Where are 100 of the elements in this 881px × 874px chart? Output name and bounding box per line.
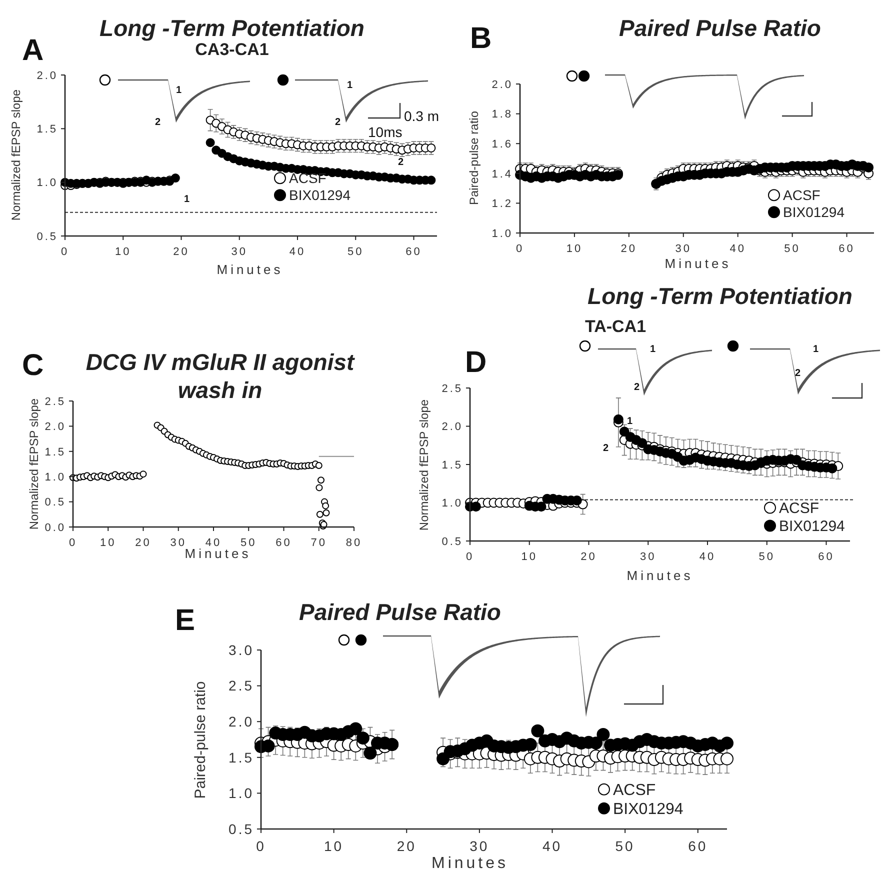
- annotation: 1: [347, 80, 353, 91]
- x-axis-title: Minutes: [664, 256, 732, 271]
- y-axis-title: Normalized fEPSP slope: [9, 89, 23, 221]
- x-axis-title: Minutes: [431, 855, 509, 872]
- y-tick-label: 2.0: [492, 78, 513, 91]
- y-tick-label: 0.5: [36, 230, 58, 243]
- annotation: 1: [176, 85, 182, 96]
- x-axis-title: Minutes: [184, 546, 252, 561]
- chart-title: Long -Term Potentiation: [588, 283, 852, 309]
- x-tick-label: 60: [818, 551, 834, 563]
- x-tick-label: 50: [615, 838, 635, 854]
- x-tick-label: 20: [580, 551, 597, 563]
- legend-label: BIX01294: [779, 518, 845, 535]
- y-tick-label: 1.0: [442, 498, 463, 510]
- chart-title: Paired Pulse Ratio: [299, 599, 501, 625]
- point: [613, 414, 624, 424]
- y-tick-label: 1.8: [492, 108, 513, 121]
- x-tick-label: 50: [784, 243, 800, 255]
- x-tick-label: 30: [231, 246, 248, 258]
- y-tick-label: 1.5: [36, 124, 58, 136]
- x-tick-label: 50: [240, 537, 257, 549]
- point: [596, 728, 610, 741]
- y-tick-label: 1.5: [442, 459, 463, 472]
- x-tick-label: 20: [173, 246, 190, 258]
- annotation: 1: [184, 194, 190, 205]
- legend-label: BIX01294: [289, 187, 351, 203]
- text: A: [22, 34, 44, 67]
- x-tick-label: 40: [699, 551, 716, 563]
- legend-label: ACSF: [289, 170, 326, 186]
- annotation: 10ms: [368, 124, 402, 140]
- point: [206, 138, 215, 148]
- y-tick-label: 1.6: [492, 138, 513, 150]
- y-tick-label: 1.5: [228, 749, 254, 766]
- x-tick-label: 80: [346, 537, 362, 549]
- y-tick-label: 2.5: [44, 396, 66, 408]
- point: [720, 736, 734, 750]
- x-tick-label: 0: [516, 243, 524, 255]
- y-tick-label: 3.0: [228, 642, 254, 658]
- x-tick-label: 0: [68, 537, 78, 549]
- y-tick-label: 1.0: [36, 177, 58, 190]
- x-tick-label: 40: [730, 243, 746, 255]
- y-tick-label: 0.5: [44, 496, 66, 509]
- y-tick-label: 1.5: [44, 446, 66, 458]
- point: [426, 143, 436, 152]
- y-tick-label: 1.2: [492, 198, 513, 210]
- x-tick-label: 30: [675, 243, 692, 255]
- annotation: 0.3 m: [404, 108, 440, 124]
- x-tick-label: 10: [324, 838, 344, 854]
- legend-label: ACSF: [783, 187, 820, 203]
- legend-label: BIX01294: [613, 801, 684, 818]
- text: 1: [813, 344, 819, 355]
- x-axis-title: Minutes: [216, 262, 284, 277]
- point: [720, 752, 734, 766]
- y-tick-label: 1.4: [492, 168, 513, 180]
- text: 1: [650, 344, 656, 355]
- y-axis-title: Normalized fEPSP slope: [27, 398, 41, 530]
- point: [170, 174, 180, 183]
- y-tick-label: 2.0: [36, 70, 58, 82]
- text: E: [175, 604, 196, 637]
- y-tick-label: 0.5: [442, 536, 463, 548]
- x-tick-label: 0: [466, 551, 474, 563]
- x-axis-title: Minutes: [626, 568, 694, 583]
- annotation: 2: [634, 382, 640, 393]
- text: D: [465, 346, 487, 379]
- x-tick-label: 60: [688, 838, 708, 854]
- x-tick-label: 30: [640, 551, 656, 563]
- x-tick-label: 60: [406, 246, 422, 258]
- x-tick-label: 0: [60, 246, 70, 258]
- point: [364, 746, 377, 760]
- y-tick-label: 2.0: [44, 421, 66, 434]
- x-tick-label: 60: [838, 243, 855, 255]
- x-tick-label: 40: [289, 246, 306, 258]
- y-axis-title: Paired-pulse ratio: [192, 681, 209, 799]
- x-tick-label: 70: [310, 537, 327, 549]
- legend-label: BIX01294: [783, 204, 845, 220]
- y-tick-label: 0.0: [44, 522, 66, 534]
- chart-title: Paired Pulse Ratio: [619, 15, 821, 41]
- x-tick-label: 20: [135, 537, 152, 549]
- point: [619, 426, 630, 437]
- x-tick-label: 0: [256, 838, 266, 854]
- chart-title: Long -Term Potentiation: [100, 15, 364, 41]
- x-tick-label: 50: [348, 246, 364, 258]
- y-tick-label: 2.0: [228, 714, 254, 730]
- y-tick-label: 2.5: [442, 382, 463, 395]
- point: [864, 162, 874, 172]
- y-tick-label: 1.0: [44, 471, 66, 484]
- y-tick-label: 0.5: [228, 820, 254, 837]
- x-tick-label: 10: [100, 537, 116, 549]
- text: B: [470, 22, 492, 55]
- x-tick-label: 30: [170, 537, 186, 549]
- annotation: 2: [398, 157, 404, 168]
- annotation: 2: [155, 117, 161, 128]
- x-tick-label: 40: [542, 838, 562, 854]
- point: [356, 732, 370, 745]
- text: C: [22, 349, 44, 382]
- x-tick-label: 40: [205, 537, 222, 549]
- legend-label: ACSF: [779, 500, 820, 517]
- x-tick-label: 10: [566, 243, 583, 255]
- x-tick-label: 30: [470, 838, 490, 854]
- y-axis-title: Paired-pulse ratio: [467, 110, 481, 206]
